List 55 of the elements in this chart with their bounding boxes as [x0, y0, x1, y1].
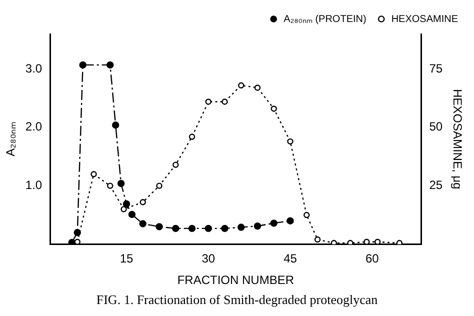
point	[74, 228, 81, 236]
point	[222, 98, 228, 105]
point	[74, 238, 80, 244]
x-axis-title: FRACTION NUMBER	[177, 273, 294, 288]
legend-label: HEXOSAMINE	[391, 14, 458, 25]
point	[188, 224, 196, 232]
point	[205, 98, 212, 105]
x-tick-label: 30	[202, 252, 216, 266]
point	[204, 224, 212, 232]
y-axis-title: A₂₈₀ₙₘ	[4, 122, 18, 156]
x-tick-label: 45	[284, 252, 298, 266]
point	[79, 61, 86, 69]
point	[106, 61, 114, 69]
point	[172, 224, 180, 232]
point	[122, 200, 130, 208]
y2-tick-label: 50	[429, 120, 443, 134]
y-tick-label: 3.0	[25, 61, 42, 76]
point	[221, 224, 228, 232]
y2-tick-label: 25	[429, 178, 443, 192]
point	[374, 238, 381, 244]
point	[120, 206, 127, 212]
point	[396, 240, 403, 244]
x-tick-label: 60	[365, 252, 380, 266]
point	[68, 238, 76, 244]
y-tick-label: 1.0	[25, 178, 42, 192]
point	[112, 121, 120, 129]
point	[330, 240, 338, 244]
point	[364, 238, 370, 244]
point	[90, 171, 97, 178]
caption: FIG. 1. Fractionation of Smith-degraded proteoglycan	[95, 292, 379, 308]
point	[156, 182, 162, 189]
point	[107, 182, 114, 189]
point	[254, 84, 261, 91]
point	[287, 138, 294, 145]
point	[254, 222, 262, 230]
point	[270, 220, 278, 227]
y2-tick-label: 75	[429, 61, 443, 76]
point	[238, 82, 244, 88]
point	[156, 223, 163, 230]
point	[347, 240, 354, 244]
point	[270, 106, 277, 112]
point	[128, 210, 136, 218]
legend-label: A₂₈₀ₙₘ (PROTEIN)	[284, 14, 366, 25]
point	[188, 134, 196, 140]
y2-axis-title: HEXOSAMINE, μg	[450, 88, 464, 190]
point	[314, 236, 321, 243]
point	[172, 162, 179, 168]
point	[304, 212, 310, 218]
y-tick-label: 2.0	[25, 120, 42, 134]
point	[238, 224, 245, 231]
x-tick-label: 15	[120, 252, 134, 266]
point	[139, 220, 146, 228]
point	[286, 217, 294, 224]
point	[117, 180, 125, 188]
point	[140, 199, 146, 206]
